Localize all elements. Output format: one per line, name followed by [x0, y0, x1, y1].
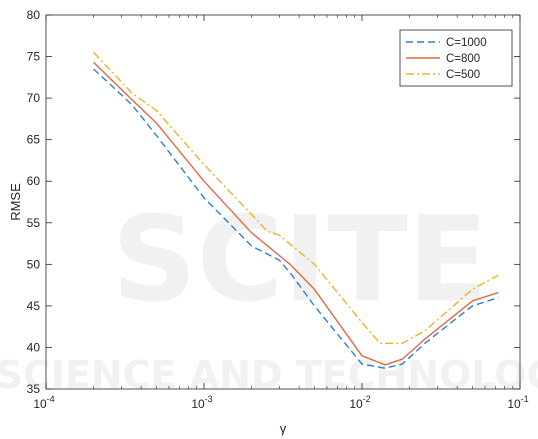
legend-label-c-500: C=500	[446, 69, 480, 81]
x-axis-label: γ	[280, 421, 287, 436]
x-tick-label: 10-3	[191, 394, 212, 411]
watermark-logo: SCITE SCIENCE AND TECHNOLOGY	[0, 190, 538, 397]
watermark-big-text: SCITE	[112, 190, 489, 328]
y-tick-label: 60	[27, 174, 41, 188]
y-tick-label: 55	[27, 216, 41, 230]
y-tick-label: 35	[27, 382, 41, 396]
legend-label-c-1000: C=1000	[446, 37, 487, 49]
y-tick-label: 80	[27, 8, 41, 22]
y-tick-label: 75	[27, 50, 41, 64]
x-tick-label: 10-2	[349, 394, 370, 411]
plot-area	[45, 14, 521, 390]
series-line-c-500	[93, 51, 499, 344]
x-axis: 10-4 10-3 10-2 10-1	[33, 15, 529, 411]
y-tick-label: 65	[27, 133, 41, 147]
series-layer	[93, 51, 499, 369]
series-line-c-1000	[93, 68, 499, 369]
series-line-c-800	[93, 61, 499, 366]
axes-box	[45, 14, 521, 390]
y-tick-label: 50	[27, 257, 41, 271]
y-tick-label: 70	[27, 91, 41, 105]
y-tick-label: 45	[27, 299, 41, 313]
y-tick-label: 40	[27, 340, 41, 354]
watermark-small-text: SCIENCE AND TECHNOLOGY	[0, 353, 538, 397]
x-tick-label: 10-1	[507, 394, 528, 411]
legend-label-c-800: C=800	[446, 53, 480, 65]
y-axis: 35 40 45 50 55 60 65 70 75 80	[27, 8, 520, 396]
legend: C=1000 C=800 C=500	[399, 29, 513, 87]
y-axis-label: RMSE	[8, 183, 23, 221]
x-tick-label: 10-4	[33, 394, 54, 411]
